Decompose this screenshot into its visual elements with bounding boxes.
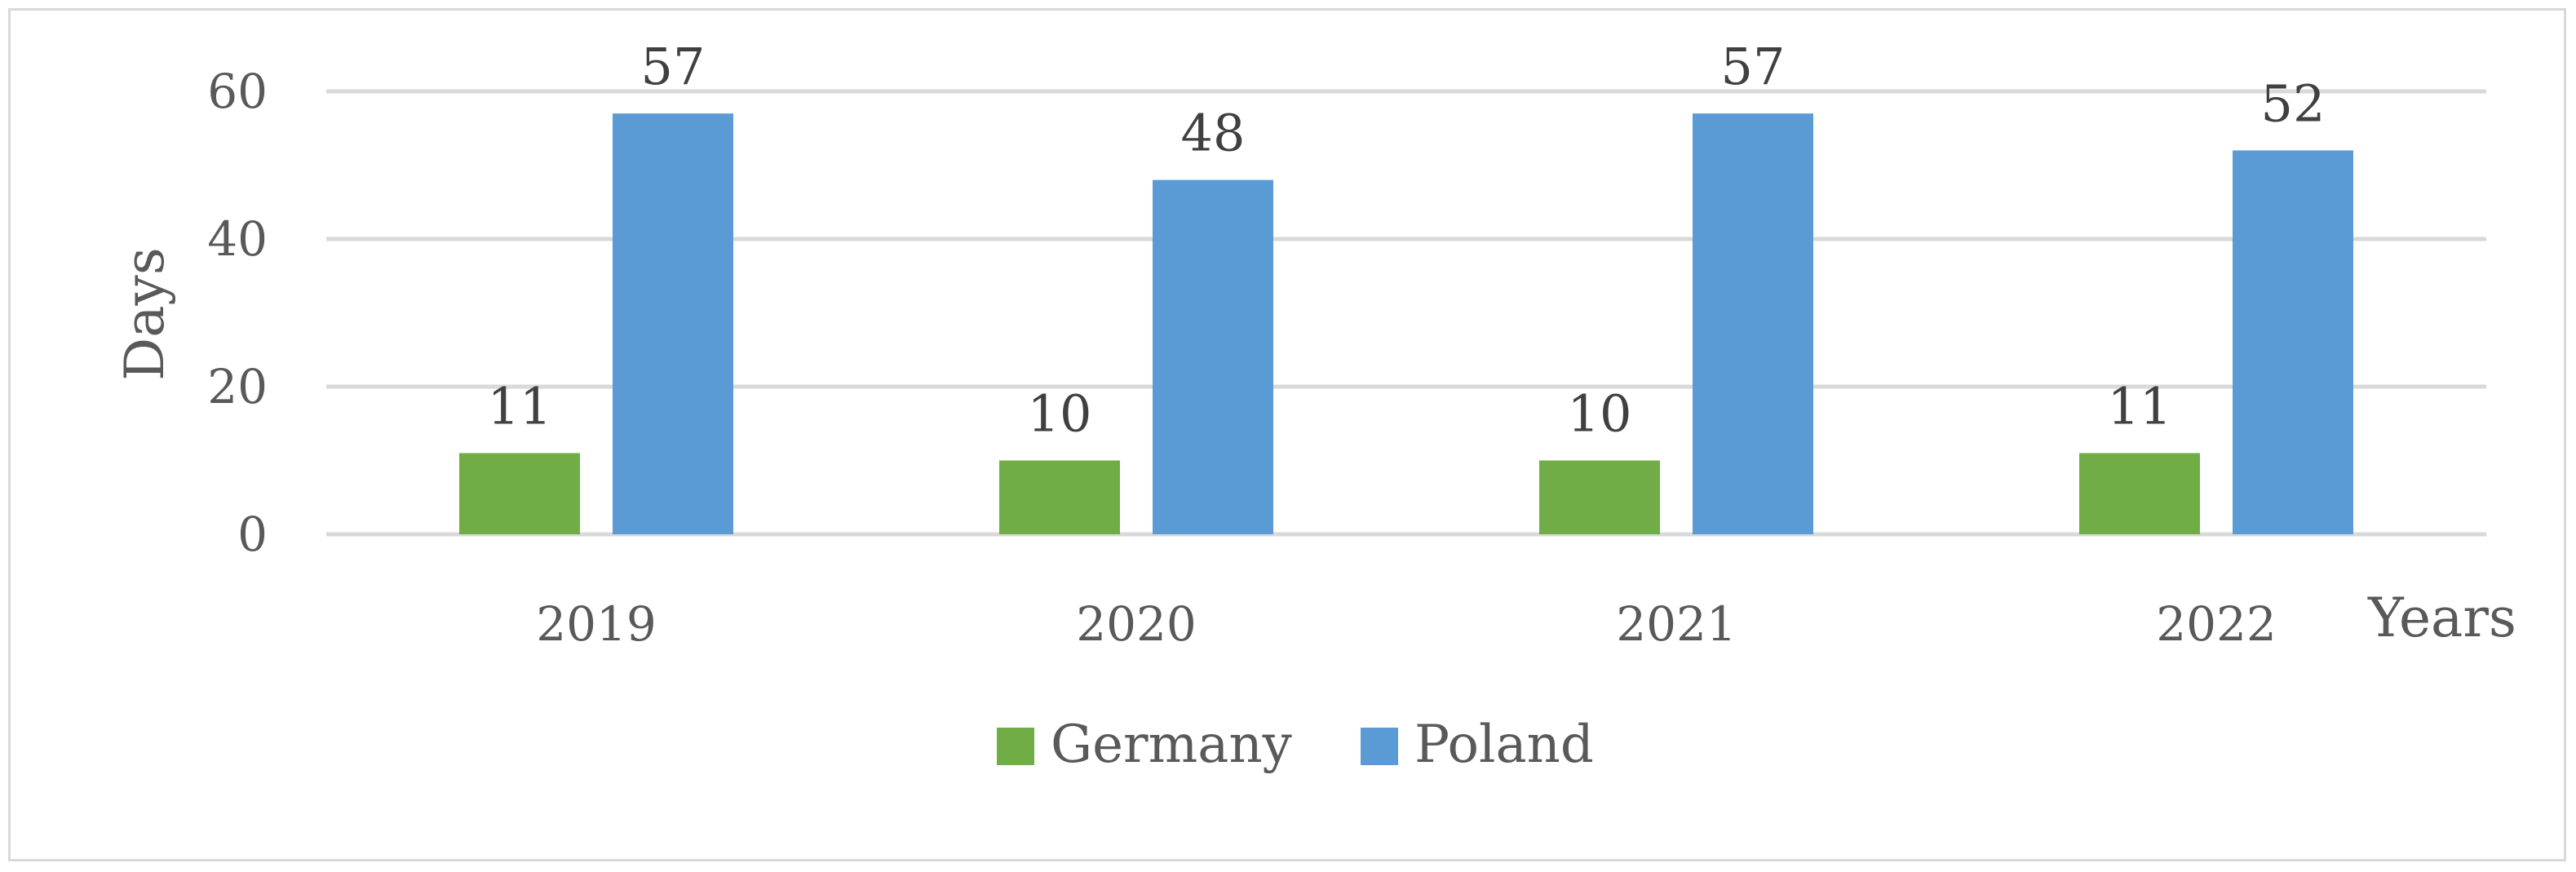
data-labels: 11 57 10 48 10 57 11 52 xyxy=(488,37,2326,443)
y-tick-label: 0 xyxy=(237,507,268,562)
legend-swatch-poland xyxy=(1361,728,1398,765)
y-tick-label: 40 xyxy=(207,211,268,267)
bar-germany-2021 xyxy=(1539,460,1660,534)
data-label-poland-2021: 57 xyxy=(1721,37,1786,96)
data-label-poland-2019: 57 xyxy=(641,37,706,96)
legend-swatch-germany xyxy=(997,728,1034,765)
data-label-poland-2020: 48 xyxy=(1181,104,1246,163)
bar-germany-2020 xyxy=(999,460,1120,534)
x-axis-ticks: 2019 2020 2021 2022 xyxy=(536,596,2277,652)
bars xyxy=(459,113,2353,534)
x-tick-label: 2019 xyxy=(536,596,657,652)
y-tick-label: 20 xyxy=(207,359,268,414)
legend-label-poland: Poland xyxy=(1414,715,1594,775)
bar-poland-2019 xyxy=(613,113,733,534)
y-tick-label: 60 xyxy=(207,64,268,119)
chart-frame xyxy=(8,8,2566,861)
data-label-germany-2019: 11 xyxy=(488,376,552,436)
x-tick-label: 2022 xyxy=(2156,596,2277,652)
bar-poland-2021 xyxy=(1693,113,1813,534)
data-label-poland-2022: 52 xyxy=(2261,73,2326,133)
bar-poland-2022 xyxy=(2233,150,2353,534)
x-axis-title: Years xyxy=(2367,586,2516,649)
bar-germany-2022 xyxy=(2079,453,2200,534)
x-tick-label: 2020 xyxy=(1076,596,1197,652)
bar-poland-2020 xyxy=(1153,179,1273,534)
bar-germany-2019 xyxy=(459,453,580,534)
y-axis-ticks: 0 20 40 60 xyxy=(207,64,268,562)
legend-label-germany: Germany xyxy=(1051,715,1292,775)
legend: Germany Poland xyxy=(997,715,1594,775)
x-tick-label: 2021 xyxy=(1616,596,1737,652)
data-label-germany-2021: 10 xyxy=(1568,384,1632,444)
data-label-germany-2022: 11 xyxy=(2108,376,2172,436)
y-axis-title: Days xyxy=(113,247,176,380)
data-label-germany-2020: 10 xyxy=(1028,384,1092,444)
